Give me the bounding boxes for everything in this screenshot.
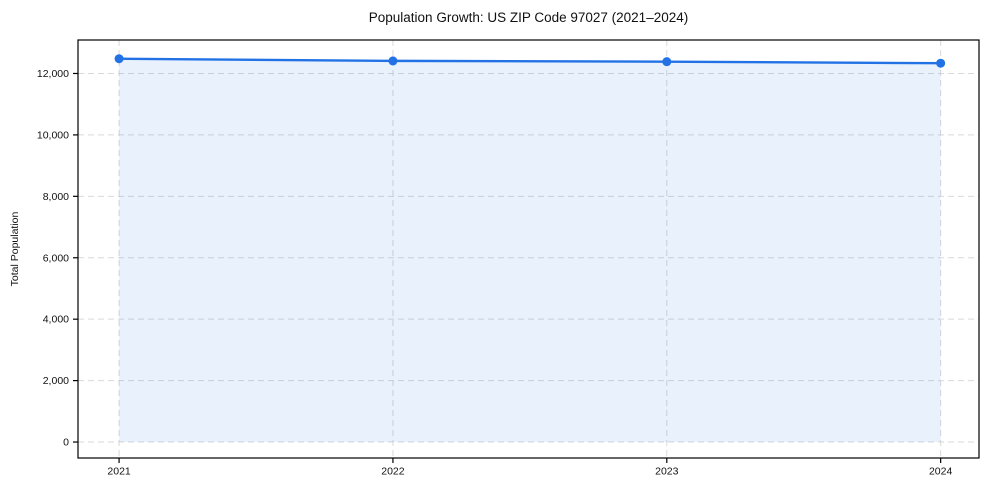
area-fill: [119, 58, 941, 443]
y-tick-label: 2,000: [43, 375, 69, 387]
data-point-marker: [662, 57, 672, 67]
y-tick-label: 10,000: [37, 129, 69, 141]
chart-title: Population Growth: US ZIP Code 97027 (20…: [368, 10, 689, 25]
data-point-marker: [114, 54, 124, 64]
x-tick-label: 2024: [929, 466, 953, 478]
x-tick-label: 2022: [381, 466, 405, 478]
y-tick-label: 0: [63, 437, 69, 449]
x-tick-label: 2021: [107, 466, 131, 478]
y-tick-label: 8,000: [43, 191, 69, 203]
x-tick-label: 2023: [655, 466, 679, 478]
y-tick-label: 12,000: [37, 68, 69, 80]
trend-line: [117, 57, 942, 65]
y-tick-label: 6,000: [43, 252, 69, 264]
data-point-marker: [388, 56, 398, 66]
y-tick-label: 4,000: [43, 314, 69, 326]
plot-border: [77, 39, 980, 459]
data-point-marker: [936, 58, 946, 68]
